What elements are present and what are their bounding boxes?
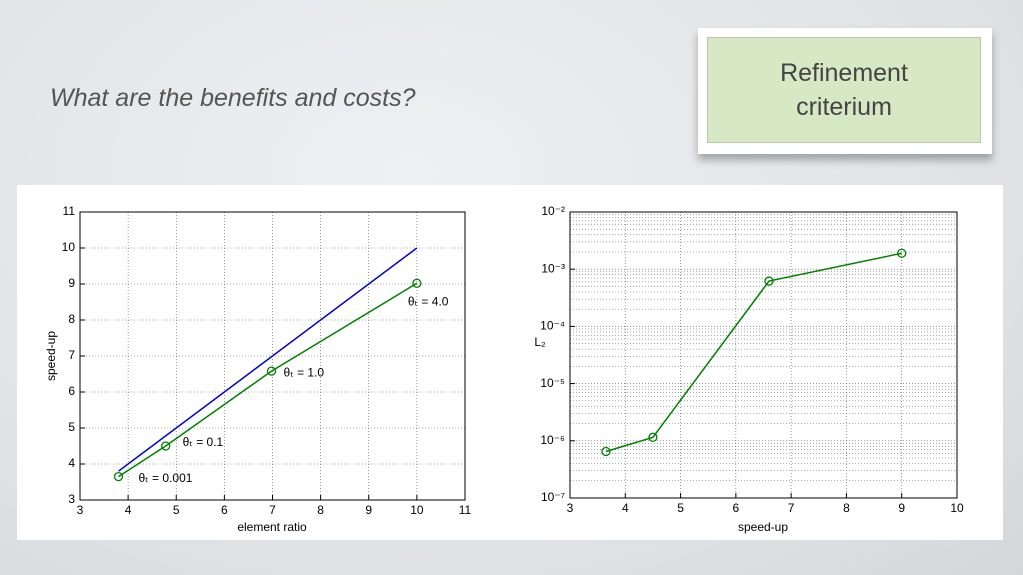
data-point (601, 446, 611, 457)
y-tick-label: 10⁻⁵ (540, 376, 565, 390)
y-tick-label: 7 (68, 348, 75, 362)
point-label: θₜ = 0.001 (139, 471, 193, 485)
point-label: θₜ = 1.0 (284, 365, 325, 379)
y-tick-label: 3 (68, 492, 75, 506)
x-tick-label: 3 (77, 503, 84, 517)
y-tick-label: 9 (68, 276, 75, 290)
series-line (605, 252, 902, 453)
y-tick-label: 8 (68, 312, 75, 326)
x-tick-label: 4 (125, 503, 132, 517)
chart-panel (17, 185, 1003, 540)
y-axis-label: L₂ (534, 335, 546, 349)
x-tick-label: 9 (898, 501, 905, 515)
data-point (648, 432, 658, 442)
y-tick-label: 11 (63, 204, 76, 218)
x-tick-label: 9 (365, 503, 372, 517)
data-point (897, 248, 907, 258)
x-tick-label: 7 (788, 501, 795, 515)
x-axis-label: speed-up (738, 520, 788, 534)
series-line (118, 247, 418, 472)
x-tick-label: 8 (843, 501, 850, 515)
data-point (113, 471, 124, 482)
y-tick-label: 10⁻² (541, 204, 565, 218)
data-point (764, 276, 774, 286)
x-tick-label: 10 (410, 503, 424, 517)
x-tick-label: 5 (173, 503, 180, 517)
data-point (161, 441, 171, 451)
x-tick-label: 4 (622, 501, 629, 515)
y-tick-label: 5 (68, 420, 75, 434)
callout-text: Refinement criterium (707, 37, 981, 143)
plot-frame (569, 211, 958, 499)
y-tick-label: 10⁻³ (541, 261, 565, 275)
y-tick-label: 4 (68, 456, 75, 470)
y-tick-label: 6 (68, 384, 75, 398)
x-tick-label: 6 (221, 503, 228, 517)
x-axis-label: element ratio (237, 520, 307, 534)
x-tick-label: 5 (677, 501, 684, 515)
y-tick-label: 10⁻⁴ (540, 319, 565, 333)
slide-title: What are the benefits and costs? (50, 84, 416, 112)
y-tick-label: 10⁻⁷ (541, 490, 565, 504)
x-tick-label: 10 (950, 501, 964, 515)
x-tick-label: 8 (317, 503, 324, 517)
data-point (266, 366, 277, 376)
point-label: θₜ = 4.0 (408, 294, 449, 308)
x-tick-label: 11 (459, 503, 472, 517)
plot-frame (79, 211, 466, 501)
y-tick-label: 10⁻⁶ (540, 433, 565, 447)
series-line (118, 282, 418, 478)
x-tick-label: 3 (567, 501, 574, 515)
y-tick-label: 10 (62, 240, 76, 254)
y-axis-label: speed-up (44, 331, 58, 381)
point-label: θₜ = 0.1 (183, 435, 224, 449)
x-tick-label: 7 (269, 503, 276, 517)
data-point (412, 278, 422, 288)
x-tick-label: 6 (733, 501, 740, 515)
callout: Refinement criterium (698, 28, 992, 154)
